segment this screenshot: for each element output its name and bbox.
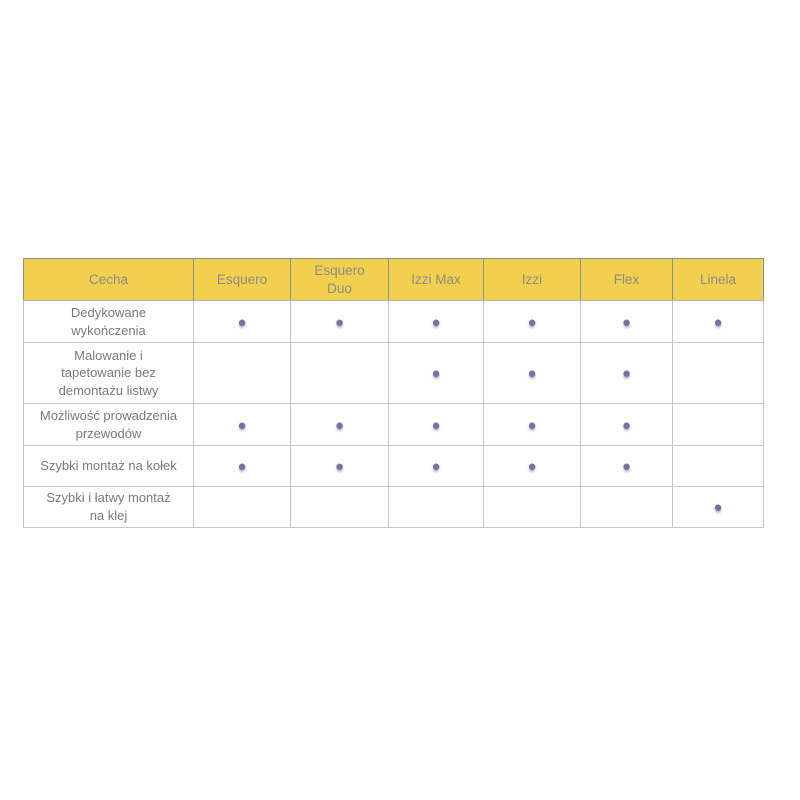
table-row: Szybki i łatwy montaż na klej ● [23, 486, 764, 528]
dot-icon: ● [237, 416, 247, 434]
dot-icon: ● [527, 458, 537, 475]
dot-cell [388, 486, 484, 528]
column-header-esquero: Esquero [193, 258, 291, 301]
dot-cell [672, 403, 764, 446]
header-row: Cecha Esquero Esquero Duo Izzi Max Izzi … [23, 258, 764, 301]
dot-cell [193, 342, 291, 404]
comparison-table-container: Cecha Esquero Esquero Duo Izzi Max Izzi … [23, 258, 764, 528]
dot-cell [193, 486, 291, 528]
dot-icon: ● [431, 458, 441, 475]
dot-cell: ● [388, 445, 484, 487]
feature-name-cell: Szybki i łatwy montaż na klej [23, 486, 194, 528]
feature-name-cell: Szybki montaż na kołek [23, 445, 194, 487]
dot-icon: ● [621, 416, 632, 434]
dot-cell: ● [290, 403, 389, 446]
dot-cell: ● [672, 300, 764, 343]
feature-name-cell: Malowanie i tapetowanie bez demontażu li… [23, 342, 194, 404]
dot-cell: ● [193, 403, 291, 446]
dot-cell: ● [388, 300, 484, 343]
dot-icon: ● [334, 313, 345, 331]
dot-icon: ● [527, 365, 537, 382]
dot-cell [580, 486, 673, 528]
dot-cell [483, 486, 581, 528]
dot-cell: ● [388, 342, 484, 404]
dot-cell: ● [193, 300, 291, 343]
column-header-esquero-duo: Esquero Duo [290, 258, 389, 301]
column-header-cecha: Cecha [23, 258, 194, 301]
table-row: Malowanie i tapetowanie bez demontażu li… [23, 342, 764, 404]
feature-comparison-table: Cecha Esquero Esquero Duo Izzi Max Izzi … [23, 258, 764, 528]
column-header-linela: Linela [672, 258, 764, 301]
dot-cell: ● [580, 300, 673, 343]
dot-cell: ● [388, 403, 484, 446]
column-header-flex: Flex [580, 258, 673, 301]
dot-icon: ● [527, 416, 537, 434]
dot-icon: ● [431, 313, 441, 331]
dot-cell: ● [672, 486, 764, 528]
dot-cell: ● [290, 300, 389, 343]
dot-cell: ● [580, 342, 673, 404]
dot-icon: ● [713, 313, 723, 331]
dot-icon: ● [527, 313, 537, 331]
feature-name-cell: Możliwość prowadzenia przewodów [23, 403, 194, 446]
column-header-izzi-max: Izzi Max [388, 258, 484, 301]
dot-cell: ● [483, 445, 581, 487]
table-row: Możliwość prowadzenia przewodów ● ● ● ● … [23, 403, 764, 446]
column-header-izzi: Izzi [483, 258, 581, 301]
table-row: Dedykowane wykończenia ● ● ● ● ● ● [23, 300, 764, 343]
dot-cell: ● [580, 445, 673, 487]
dot-cell: ● [290, 445, 389, 487]
table-row: Szybki montaż na kołek ● ● ● ● ● [23, 445, 764, 487]
dot-icon: ● [621, 458, 632, 475]
dot-cell [290, 486, 389, 528]
dot-cell [672, 342, 764, 404]
feature-name-cell: Dedykowane wykończenia [23, 300, 194, 343]
dot-icon: ● [621, 313, 632, 331]
dot-cell: ● [483, 300, 581, 343]
dot-cell: ● [483, 403, 581, 446]
dot-icon: ● [431, 416, 441, 434]
dot-icon: ● [334, 416, 345, 434]
dot-icon: ● [334, 458, 345, 475]
dot-icon: ● [621, 365, 632, 382]
dot-icon: ● [713, 499, 723, 516]
dot-icon: ● [431, 365, 441, 382]
dot-cell [672, 445, 764, 487]
dot-cell: ● [193, 445, 291, 487]
dot-cell [290, 342, 389, 404]
dot-cell: ● [580, 403, 673, 446]
dot-icon: ● [237, 313, 247, 331]
dot-cell: ● [483, 342, 581, 404]
dot-icon: ● [237, 458, 247, 475]
